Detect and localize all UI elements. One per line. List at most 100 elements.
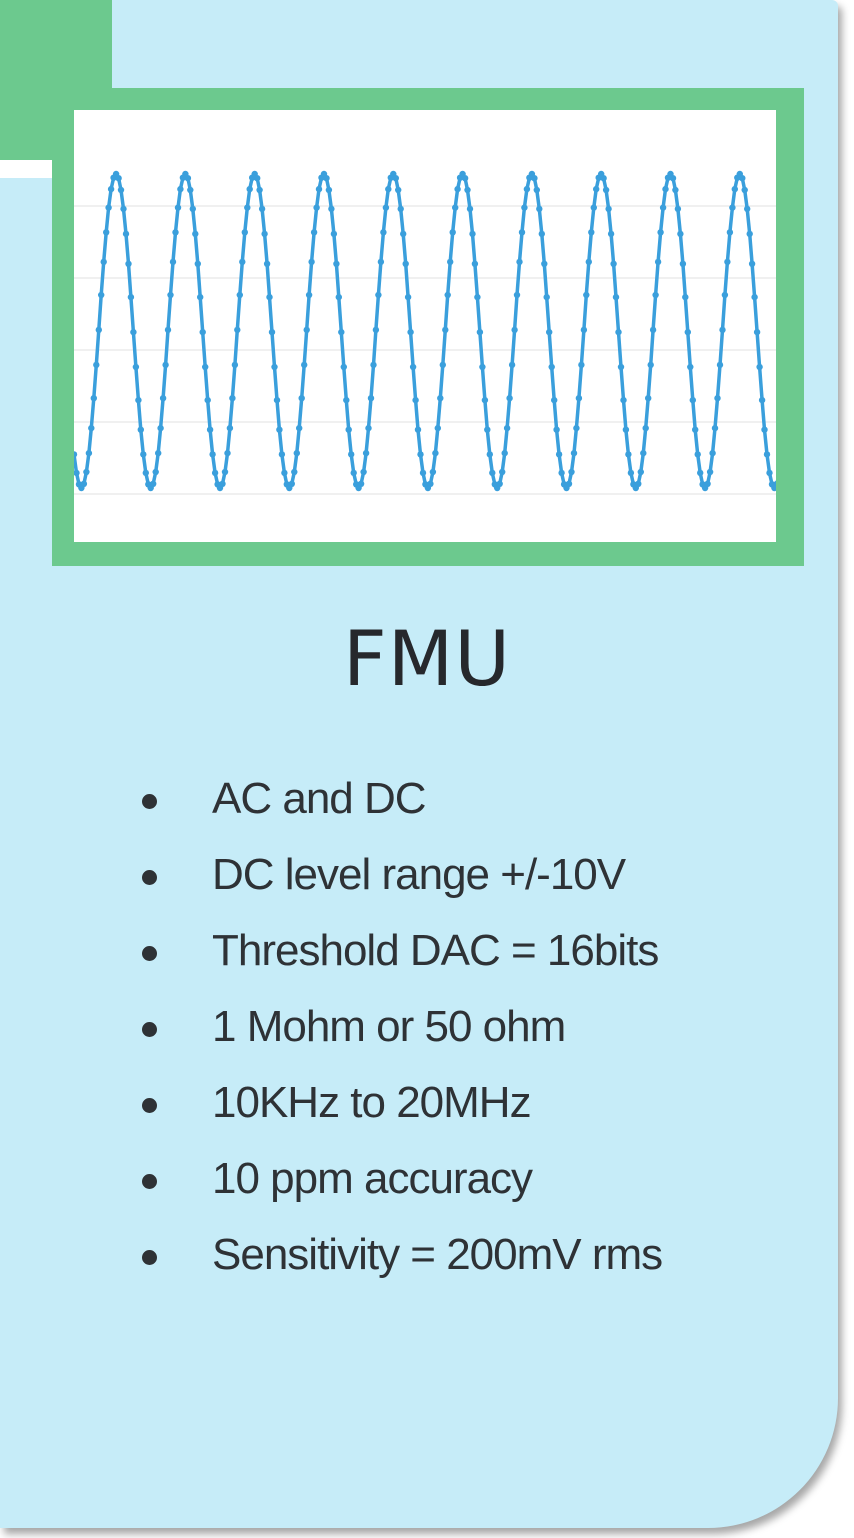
bullet-icon	[142, 1174, 157, 1189]
feature-item: Sensitivity = 200mV rms	[130, 1226, 663, 1302]
sample-point	[533, 186, 540, 194]
sample-point	[107, 185, 115, 193]
sample-point	[588, 229, 595, 236]
sample-point	[278, 451, 286, 458]
sample-point	[365, 424, 372, 432]
feature-item: DC level range +/-10V	[130, 846, 662, 922]
sample-point	[548, 363, 555, 371]
sample-point	[162, 361, 169, 369]
sample-point	[362, 449, 370, 457]
sample-point	[357, 480, 365, 487]
sample-point	[412, 396, 419, 404]
sample-point	[224, 449, 231, 457]
feature-list: AC and DC DC level range +/-10V Threshol…	[130, 770, 663, 1302]
sample-point	[486, 451, 493, 458]
sample-point	[258, 205, 266, 213]
sample-point	[513, 291, 521, 299]
sample-point	[100, 258, 107, 266]
sample-point	[625, 451, 632, 458]
sample-point	[657, 229, 664, 236]
sine-wave-line	[74, 172, 776, 490]
sample-point	[427, 480, 434, 487]
sample-point	[751, 293, 758, 301]
feature-text: DC level range +/-10V	[212, 850, 626, 899]
sample-point	[241, 229, 248, 236]
feature-text: Sensitivity = 200mV rms	[212, 1230, 663, 1279]
sample-point	[672, 186, 679, 194]
sample-point	[93, 361, 100, 369]
feature-item: 10KHz to 20MHz	[130, 1074, 662, 1150]
sample-point	[773, 480, 776, 487]
sample-point	[95, 326, 102, 334]
sample-point	[142, 469, 149, 477]
sample-point	[538, 230, 545, 238]
sample-point	[273, 396, 281, 404]
bullet-icon	[142, 870, 157, 885]
sample-point	[333, 260, 340, 267]
sample-point	[164, 326, 172, 334]
sample-point	[239, 258, 246, 266]
sample-point	[466, 205, 474, 213]
sample-point	[137, 426, 144, 433]
sample-point	[575, 395, 583, 402]
sample-point	[221, 468, 229, 476]
sample-point	[521, 204, 528, 211]
sample-point	[83, 468, 90, 476]
sample-point	[310, 229, 318, 236]
sample-point	[516, 258, 523, 266]
sample-point	[303, 326, 310, 334]
sample-point	[503, 424, 511, 432]
sample-point	[496, 480, 503, 487]
sample-point	[439, 361, 446, 369]
sample-point	[726, 229, 734, 236]
sample-point	[479, 363, 486, 371]
sample-point	[348, 451, 355, 458]
sample-point	[719, 326, 726, 334]
sample-point	[434, 424, 441, 432]
sample-point	[635, 480, 642, 487]
sample-point	[157, 424, 164, 432]
sample-point	[395, 186, 402, 194]
bullet-icon	[142, 1098, 157, 1113]
feature-text: 10 ppm accuracy	[212, 1154, 533, 1203]
sample-point	[419, 469, 427, 477]
sample-point	[709, 449, 716, 457]
sample-point	[206, 426, 214, 433]
feature-item: 1 Mohm or 50 ohm	[130, 998, 662, 1074]
sample-point	[402, 260, 409, 267]
card-title: FMU	[343, 614, 511, 703]
sample-point	[600, 175, 607, 182]
sample-point	[187, 186, 194, 194]
sample-point	[669, 175, 677, 182]
sample-point	[298, 395, 305, 402]
sample-point	[721, 291, 729, 299]
feature-item: Threshold DAC = 16bits	[130, 922, 662, 998]
sample-point	[105, 204, 112, 211]
sample-point	[313, 204, 320, 211]
sample-point	[449, 229, 456, 236]
feature-text: Threshold DAC = 16bits	[212, 926, 659, 975]
sample-point	[541, 260, 548, 267]
sample-point	[531, 175, 538, 182]
sample-point	[640, 449, 647, 457]
sample-point	[432, 449, 439, 457]
sample-point	[518, 229, 526, 236]
sample-point	[152, 468, 159, 476]
sample-point	[268, 328, 276, 336]
sample-point	[677, 230, 684, 238]
feature-text: 10KHz to 20MHz	[212, 1078, 532, 1127]
sample-point	[627, 469, 635, 477]
sample-point	[565, 480, 573, 487]
sample-point	[382, 204, 390, 211]
sample-point	[343, 396, 350, 404]
sample-point	[281, 469, 288, 477]
sample-point	[261, 230, 268, 238]
sample-point	[543, 293, 550, 301]
sample-point	[766, 469, 773, 477]
sample-point	[226, 424, 234, 432]
sample-point	[761, 426, 768, 433]
sample-point	[276, 426, 283, 433]
sample-point	[756, 363, 763, 371]
sample-point	[771, 484, 776, 492]
